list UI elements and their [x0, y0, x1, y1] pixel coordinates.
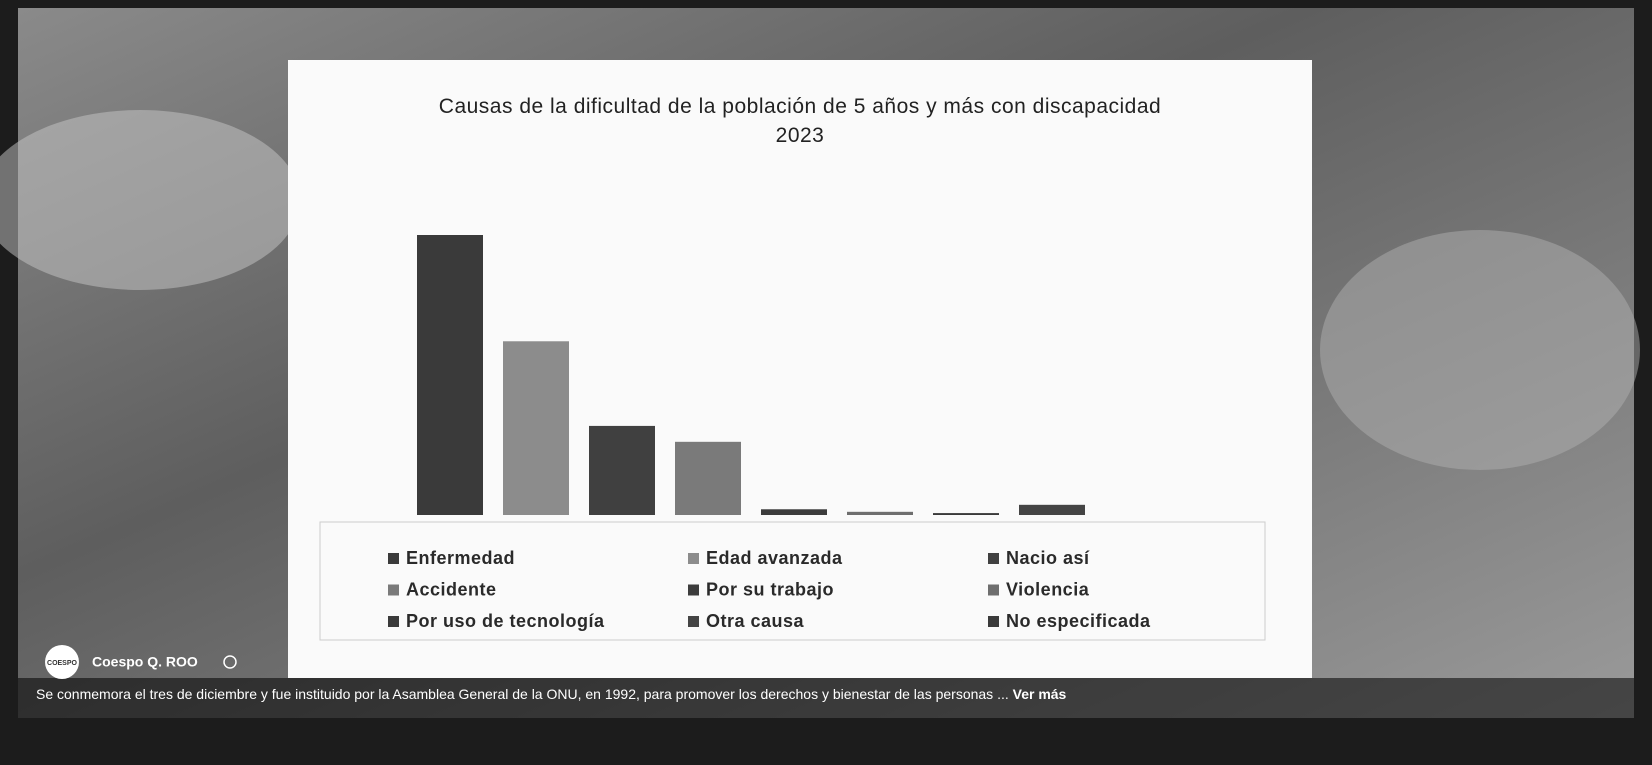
legend-box — [319, 521, 1266, 641]
bar — [847, 511, 913, 515]
bar — [761, 509, 827, 515]
bar — [933, 513, 999, 515]
legend-label: Edad avanzada — [706, 548, 843, 568]
legend-swatch — [988, 584, 999, 596]
legend-swatch — [388, 616, 399, 627]
author-name[interactable]: Coespo Q. ROO — [92, 654, 198, 670]
legend-swatch — [688, 616, 699, 627]
legend-swatch — [388, 584, 399, 596]
legend-swatch — [688, 584, 699, 596]
bar — [417, 235, 483, 515]
chart-subtitle: 2023 — [775, 124, 825, 147]
legend-swatch — [988, 616, 999, 627]
legend-swatch — [388, 553, 399, 564]
bar — [589, 425, 655, 515]
photo-shape — [0, 110, 300, 290]
photo-shape — [1320, 230, 1640, 470]
bar — [503, 341, 569, 515]
avatar[interactable] — [45, 645, 79, 679]
bar — [1019, 504, 1085, 515]
chart-title: Causas de la dificultad de la población … — [438, 95, 1162, 118]
chart-title-block: Causas de la dificultad de la población … — [410, 92, 1190, 150]
legend-label: Por su trabajo — [706, 579, 834, 599]
legend-label: Violencia — [1006, 579, 1090, 599]
legend-label: Nacio así — [1006, 548, 1090, 568]
caption-bar — [18, 678, 1634, 718]
caption-text: Se conmemora el tres de diciembre y fue … — [36, 686, 1009, 702]
legend-label: Enfermedad — [406, 548, 515, 568]
caption: Se conmemora el tres de diciembre y fue … — [36, 686, 1066, 702]
globe-icon — [223, 655, 237, 669]
legend-swatch — [688, 553, 699, 564]
legend-swatch — [988, 553, 999, 564]
avatar-label: COESPO — [47, 660, 78, 667]
legend-label: No especificada — [1006, 611, 1151, 631]
legend-label: Otra causa — [706, 611, 805, 631]
legend-label: Accidente — [406, 579, 497, 599]
legend-label: Por uso de tecnología — [406, 611, 605, 631]
see-more[interactable]: Ver más — [1012, 686, 1067, 702]
bar — [675, 441, 741, 515]
